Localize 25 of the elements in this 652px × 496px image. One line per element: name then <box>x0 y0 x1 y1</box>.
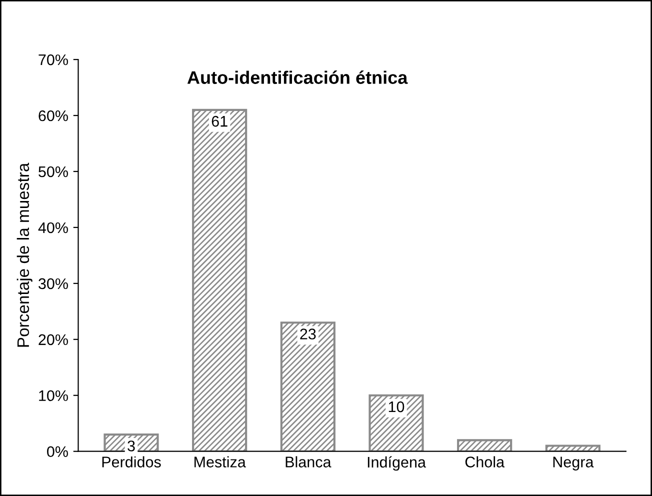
y-tick-label: 70% <box>38 54 68 66</box>
y-tick-label: 40% <box>38 222 68 234</box>
y-axis-title: Porcentaje de la muestra <box>16 162 32 347</box>
x-tick-label: Chola <box>465 456 505 468</box>
bar <box>545 444 600 452</box>
bar <box>368 394 424 452</box>
data-label: 23 <box>300 328 316 340</box>
x-tick-label: Perdidos <box>102 456 161 468</box>
y-tick-label: 20% <box>38 334 68 346</box>
bar <box>192 108 248 452</box>
x-tick-label: Negra <box>553 456 594 470</box>
y-tick-label: 50% <box>38 166 68 178</box>
y-tick-label: 60% <box>38 110 68 122</box>
data-label: 3 <box>128 440 135 452</box>
bar <box>457 439 512 452</box>
y-tick-label: 0% <box>47 446 68 458</box>
x-tick-label: Blanca <box>286 456 332 468</box>
y-tick-label: 30% <box>38 278 68 290</box>
bar <box>280 322 336 452</box>
y-tick-label: 10% <box>39 390 68 402</box>
data-label: 10 <box>388 401 404 412</box>
x-tick-label: Indígena <box>368 456 426 471</box>
chart-title: Auto-identificación étnica <box>187 70 408 84</box>
x-tick-label: Mestiza <box>194 456 246 468</box>
data-label: 61 <box>212 116 228 127</box>
